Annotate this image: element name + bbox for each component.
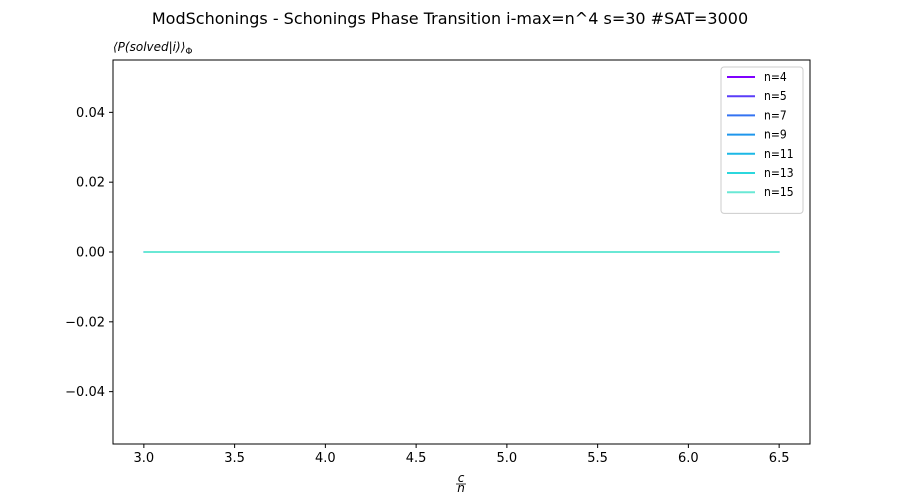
x-tick-label: 6.5 bbox=[769, 451, 790, 466]
x-tick-label: 6.0 bbox=[678, 451, 699, 466]
y-tick-label: 0.00 bbox=[76, 246, 105, 261]
legend-label: n=4 bbox=[764, 70, 787, 84]
x-tick-label: 4.5 bbox=[406, 451, 427, 466]
y-axis-label: ⟨P(solved|i)⟩Φ bbox=[113, 40, 192, 57]
legend: n=4 n=5 n=7 n=9 n=11 n=13 n=15 bbox=[720, 66, 804, 214]
x-axis-label-denominator: n bbox=[457, 481, 465, 495]
x-tick-label: 3.5 bbox=[224, 451, 245, 466]
legend-label: n=13 bbox=[764, 166, 794, 180]
y-tick-label: 0.04 bbox=[76, 106, 105, 121]
legend-label: n=15 bbox=[764, 185, 794, 199]
axes-frame bbox=[112, 59, 811, 445]
chart-title: ModSchonings - Schonings Phase Transitio… bbox=[152, 9, 748, 28]
x-axis-ticks: 3.0 3.5 4.0 4.5 5.0 5.5 6.0 6.5 bbox=[134, 444, 790, 466]
x-tick-label: 4.0 bbox=[315, 451, 336, 466]
legend-box bbox=[720, 66, 804, 214]
legend-label: n=5 bbox=[764, 89, 787, 103]
x-axis-label: c n bbox=[456, 471, 466, 495]
y-tick-label: −0.04 bbox=[65, 385, 105, 400]
legend-label: n=11 bbox=[764, 147, 794, 161]
x-tick-label: 5.5 bbox=[587, 451, 608, 466]
legend-label: n=9 bbox=[764, 128, 787, 142]
x-tick-label: 3.0 bbox=[134, 451, 155, 466]
y-axis-label-subscript: Φ bbox=[185, 47, 192, 57]
y-axis-label-main: ⟨P(solved|i)⟩ bbox=[113, 40, 185, 54]
x-tick-label: 5.0 bbox=[497, 451, 518, 466]
y-tick-label: 0.02 bbox=[76, 176, 105, 191]
x-axis-label-numerator: c bbox=[458, 471, 465, 485]
y-axis-ticks: 0.04 0.02 0.00 −0.02 −0.04 bbox=[65, 106, 113, 400]
y-tick-label: −0.02 bbox=[65, 315, 105, 330]
legend-label: n=7 bbox=[764, 108, 787, 122]
